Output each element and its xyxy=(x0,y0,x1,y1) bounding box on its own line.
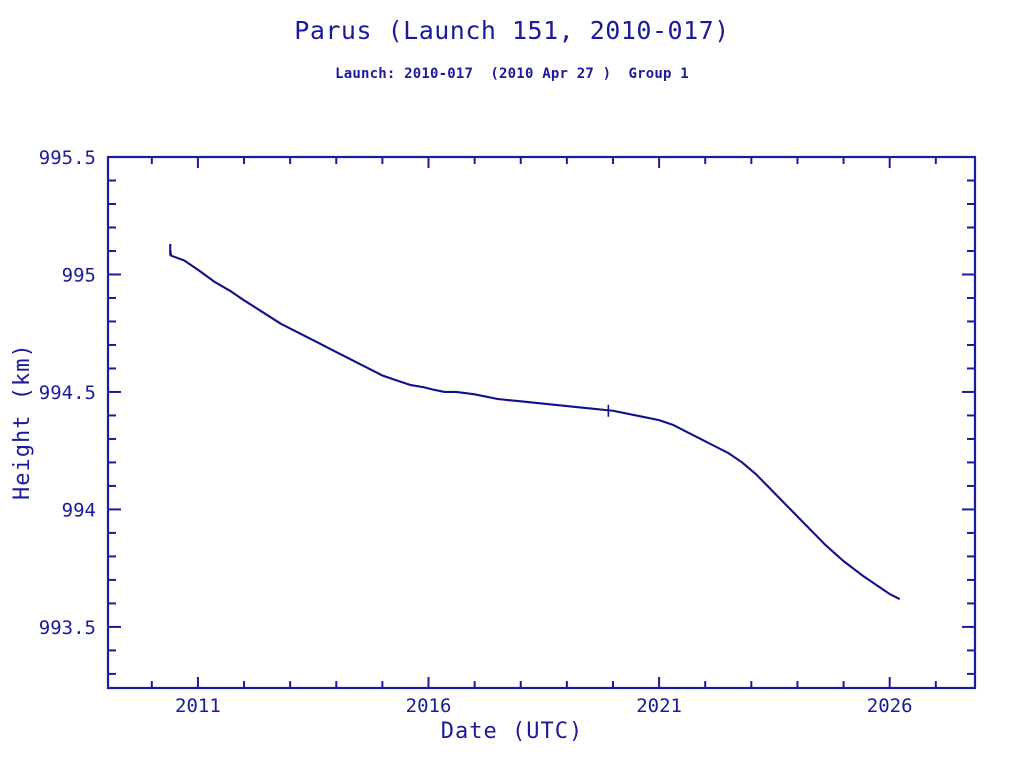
y-tick-label: 995.5 xyxy=(39,147,96,169)
y-axis-title: Height (km) xyxy=(10,343,35,500)
y-tick-label: 994.5 xyxy=(39,382,96,404)
data-series-height xyxy=(169,249,900,600)
y-tick-label: 995 xyxy=(62,264,96,286)
y-axis-tick-labels: 993.5 994 994.5 995 995.5 xyxy=(39,147,96,639)
data-line xyxy=(169,249,900,600)
x-tick-label: 2021 xyxy=(636,695,682,717)
data-markers xyxy=(169,243,610,417)
page-title: Parus (Launch 151, 2010-017) xyxy=(294,16,730,45)
chart-subtitle: Launch: 2010-017 (2010 Apr 27 ) Group 1 xyxy=(335,66,689,82)
x-tick-label: 2026 xyxy=(867,695,913,717)
y-axis-ticks xyxy=(108,156,975,675)
y-tick-label: 994 xyxy=(62,499,96,521)
x-axis-ticks xyxy=(150,157,937,688)
axis-frame xyxy=(106,155,977,690)
x-tick-label: 2011 xyxy=(175,695,221,717)
x-axis-tick-labels: 2011 2016 2021 2026 xyxy=(175,695,913,717)
x-tick-label: 2016 xyxy=(406,695,452,717)
y-tick-label: 993.5 xyxy=(39,617,96,639)
x-axis-title: Date (UTC) xyxy=(440,719,584,744)
